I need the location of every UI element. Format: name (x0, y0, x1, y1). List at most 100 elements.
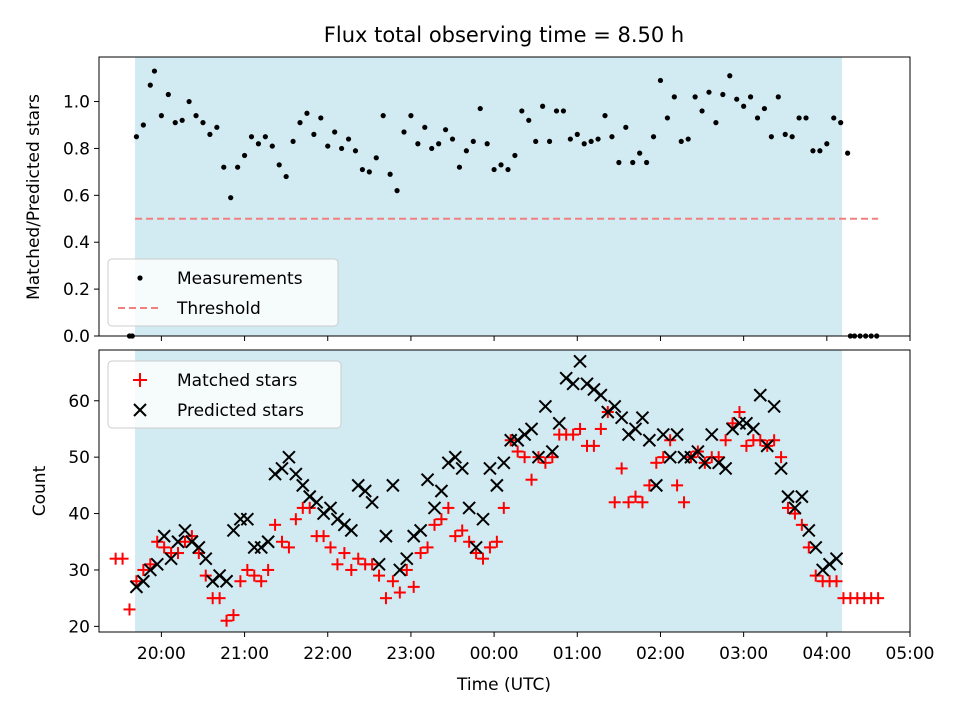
matched-star-point (303, 501, 316, 514)
measurement-point (727, 73, 733, 79)
matched-star-point (567, 428, 580, 441)
bottom-xtick-label-0: 20:00 (137, 644, 186, 664)
x-axis-label: Time (UTC) (456, 675, 551, 695)
predicted-star-point (802, 523, 816, 538)
matched-star-point (262, 563, 275, 576)
top-y-axis-label: Matched/Predicted stars (24, 94, 44, 300)
matched-star-point (234, 575, 247, 588)
measurement-point (429, 145, 435, 152)
matched-star-point (712, 451, 725, 464)
matched-star-point (158, 541, 171, 554)
bottom-xtick-label-4: 00:00 (470, 644, 519, 664)
predicted-star-point (289, 467, 303, 481)
predicted-star-point (226, 523, 241, 538)
matched-star-point (400, 563, 413, 576)
predicted-star-point (199, 551, 213, 566)
measurement-point (147, 82, 153, 88)
top-legend: Measurements Threshold (107, 258, 339, 327)
measurement-point (796, 115, 802, 121)
measurement-point (387, 171, 393, 177)
predicted-star-point (427, 501, 442, 515)
measurement-point (831, 115, 837, 121)
predicted-star-point (171, 535, 185, 549)
top-ytick-label-0: 0.0 (63, 327, 90, 347)
measurement-point (332, 129, 338, 135)
matched-star-point (317, 530, 330, 543)
matched-star-point (678, 496, 691, 509)
top-ytick-label-5: 1.0 (63, 93, 90, 113)
measurement-point (484, 141, 490, 147)
predicted-star-point (829, 551, 844, 566)
measurement-point (623, 124, 629, 130)
measurement-point (553, 108, 560, 114)
bottom-legend-box (107, 360, 342, 429)
measurement-point (706, 89, 712, 95)
matched-star-point (178, 535, 191, 548)
matched-star-point (428, 518, 441, 531)
predicted-star-point (240, 512, 255, 526)
matched-star-point (366, 558, 379, 571)
top-y-ticks: 0.0 0.2 0.4 0.6 0.8 1.0 (63, 93, 99, 347)
measurement-point (241, 152, 248, 159)
matched-star-point (525, 473, 538, 486)
matched-star-point (518, 451, 531, 464)
measurement-point (699, 108, 705, 114)
measurement-point (262, 134, 268, 140)
predicted-star-point (531, 450, 546, 464)
measurement-point (221, 164, 227, 170)
predicted-star-point (323, 501, 338, 515)
predicted-star-point (136, 574, 151, 588)
measurement-point (151, 68, 158, 74)
legend-label-threshold: Threshold (176, 299, 261, 319)
measurement-point (290, 138, 296, 145)
measurement-point (609, 134, 615, 140)
matched-star-point (248, 569, 261, 582)
measurement-point (768, 134, 774, 140)
measurement-point (512, 152, 518, 159)
predicted-star-point (635, 410, 650, 425)
top-legend-box (107, 258, 339, 327)
measurement-point (297, 120, 303, 126)
measurement-point (380, 113, 386, 119)
bottom-y-axis-label: Count (30, 465, 50, 516)
top-panel: 0.0 0.2 0.4 0.6 0.8 1.0 Matched/Predicted sta… (24, 56, 911, 347)
measurement-points (126, 68, 880, 339)
predicted-star-point (282, 450, 296, 464)
matched-star-point (497, 501, 510, 514)
measurement-point (491, 166, 497, 173)
matched-star-point (151, 535, 164, 548)
matched-star-point (788, 507, 801, 520)
predicted-star-point (365, 495, 379, 509)
predicted-star-point (379, 529, 393, 543)
legend-marker-matched (133, 373, 147, 387)
predicted-star-point (781, 489, 795, 504)
matched-star-point (477, 552, 490, 565)
predicted-star-point (476, 512, 490, 526)
predicted-star-point (566, 377, 580, 391)
predicted-star-point (296, 478, 310, 493)
measurement-point (650, 134, 657, 140)
measurement-point (366, 169, 372, 175)
matched-star-point (116, 552, 129, 565)
matched-star-point (227, 609, 240, 622)
matched-star-point (671, 479, 684, 492)
measurement-point (630, 159, 636, 166)
predicted-stars-points (129, 354, 844, 594)
matched-star-point (421, 541, 434, 554)
measurement-point (519, 108, 525, 114)
predicted-star-point (469, 540, 483, 555)
measurement-point (422, 124, 428, 130)
measurement-point (720, 91, 726, 98)
matched-star-point (379, 592, 392, 605)
predicted-star-point (614, 410, 629, 425)
matched-star-point (636, 496, 649, 509)
measurement-point (172, 120, 178, 126)
matched-stars-points (109, 406, 885, 627)
top-ytick-label-3: 0.6 (63, 186, 90, 206)
predicted-star-point (372, 557, 386, 572)
measurement-point (248, 134, 255, 140)
legend-label-measurements: Measurements (177, 269, 303, 289)
matched-star-point (373, 569, 386, 582)
predicted-star-point (420, 473, 435, 487)
predicted-star-point (483, 461, 497, 476)
